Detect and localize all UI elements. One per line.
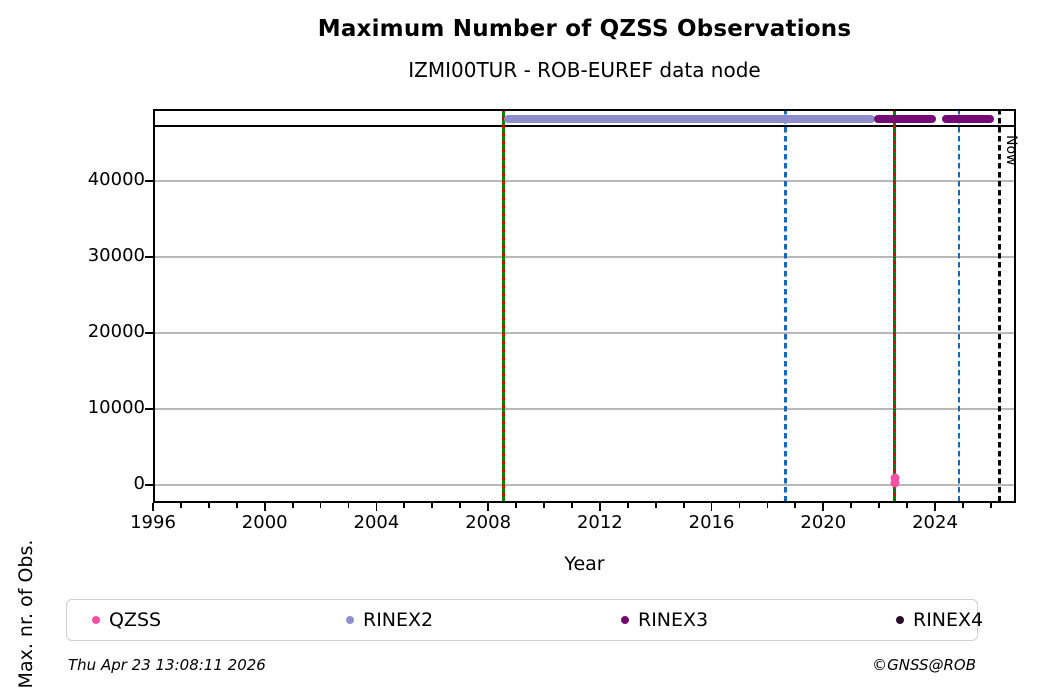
- x-tick-label: 2020: [800, 512, 847, 533]
- x-tick-minor: [906, 503, 908, 508]
- x-tick-major: [822, 503, 825, 511]
- point-qzss: [890, 473, 899, 483]
- x-tick-minor: [989, 503, 992, 508]
- x-tick-minor: [766, 503, 769, 508]
- x-tick-major: [710, 503, 713, 511]
- y-tick-label: 0: [133, 472, 145, 494]
- y-tick: [145, 332, 153, 334]
- y-tick: [145, 407, 153, 410]
- x-tick-minor: [682, 503, 685, 508]
- chart-title: Maximum Number of QZSS Observations: [317, 16, 852, 42]
- x-tick-major: [934, 503, 936, 511]
- y-tick-label: 10000: [87, 396, 145, 418]
- band-rinex3: [873, 114, 937, 123]
- x-tick-minor: [571, 503, 573, 508]
- credit: ©GNSS@ROB: [872, 656, 976, 674]
- x-axis-label: Year: [564, 553, 605, 575]
- x-tick-major: [263, 503, 266, 511]
- gridline: [153, 180, 1016, 182]
- event-line: [957, 109, 960, 503]
- y-tick: [145, 256, 153, 258]
- plot-frame: [153, 109, 1016, 503]
- legend-marker-rinex4-icon: [896, 615, 904, 624]
- gridline: [153, 484, 1016, 486]
- x-tick-minor: [794, 503, 797, 508]
- x-tick-label: 2008: [465, 512, 512, 533]
- x-tick-label: 1996: [130, 512, 176, 533]
- x-tick-label: 2000: [241, 512, 288, 533]
- y-axis-label: Max. nr. of Obs.: [15, 539, 37, 689]
- x-tick-label: 2012: [576, 512, 623, 533]
- x-tick-minor: [515, 503, 517, 508]
- band-rinex3: [941, 114, 994, 123]
- reference-line: [153, 125, 1016, 128]
- y-tick-label: 20000: [87, 320, 145, 342]
- x-tick-major: [487, 503, 490, 511]
- x-tick-minor: [291, 503, 294, 508]
- legend: QZSS RINEX2 RINEX3 RINEX4: [66, 599, 983, 641]
- legend-marker-qzss-icon: [92, 615, 100, 624]
- x-tick-minor: [459, 503, 462, 508]
- gridline: [153, 256, 1016, 258]
- legend-marker-rinex3-icon: [621, 615, 629, 624]
- x-tick-label: 2004: [353, 512, 400, 533]
- y-tick: [145, 483, 153, 486]
- x-tick-minor: [878, 503, 881, 508]
- x-tick-minor: [319, 503, 322, 508]
- legend-item-rinex4: RINEX4: [896, 600, 983, 639]
- y-tick-label: 40000: [87, 169, 145, 191]
- x-tick-major: [375, 503, 378, 511]
- event-line: [893, 109, 896, 503]
- x-tick-minor: [347, 503, 350, 508]
- legend-marker-rinex2-icon: [346, 615, 354, 624]
- plot-area: 0 10000 20000 30000 40000 1996 2000 2004 2008 201…: [88, 109, 1019, 533]
- now-label: Now: [1002, 135, 1019, 166]
- x-tick-minor: [431, 503, 434, 508]
- now-line: [998, 109, 1001, 503]
- chart-subtitle: IZMI00TUR - ROB-EUREF data node: [408, 58, 761, 82]
- x-tick-minor: [626, 503, 629, 508]
- y-tick: [145, 180, 153, 183]
- band-rinex2: [503, 114, 875, 123]
- x-tick-label: 2016: [688, 512, 735, 533]
- x-tick-minor: [850, 503, 853, 508]
- timestamp: Thu Apr 23 13:08:11 2026: [68, 656, 266, 674]
- x-tick-minor: [180, 503, 182, 508]
- x-tick-minor: [543, 503, 545, 508]
- x-tick-minor: [207, 503, 210, 508]
- x-tick-major: [152, 503, 154, 511]
- x-tick-minor: [403, 503, 406, 508]
- legend-item-qzss: QZSS: [92, 600, 161, 639]
- y-tick-label: 30000: [87, 245, 145, 267]
- legend-label: RINEX3: [638, 608, 709, 631]
- event-line: [502, 109, 505, 503]
- legend-item-rinex3: RINEX3: [621, 600, 708, 639]
- x-tick-minor: [738, 503, 741, 508]
- event-line: [784, 109, 787, 503]
- legend-label: RINEX4: [913, 608, 984, 631]
- gridline: [153, 332, 1016, 334]
- x-tick-minor: [235, 503, 238, 508]
- x-tick-minor: [654, 503, 657, 508]
- legend-label: QZSS: [109, 608, 162, 631]
- legend-item-rinex2: RINEX2: [346, 600, 433, 639]
- legend-label: RINEX2: [363, 608, 434, 631]
- x-tick-minor: [962, 503, 964, 508]
- x-tick-major: [598, 503, 601, 511]
- point-qzss: [890, 478, 899, 488]
- gridline: [153, 408, 1016, 410]
- x-tick-label: 2024: [912, 512, 958, 533]
